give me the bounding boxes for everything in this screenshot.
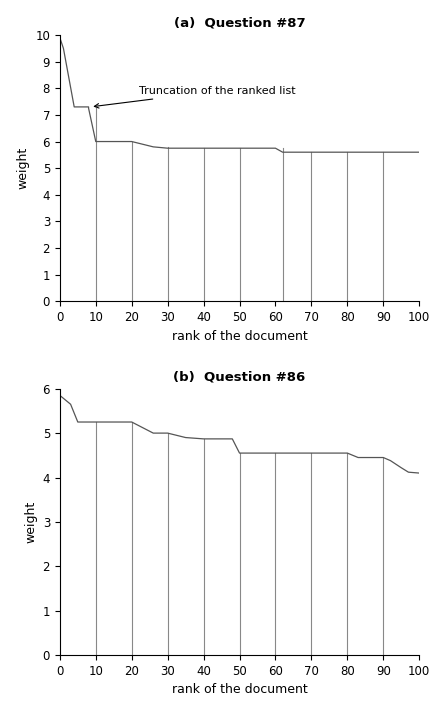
Y-axis label: weight: weight [17,147,30,189]
X-axis label: rank of the document: rank of the document [172,683,308,697]
Title: (b)  Question #86: (b) Question #86 [173,370,306,384]
Y-axis label: weight: weight [24,501,37,543]
Text: Truncation of the ranked list: Truncation of the ranked list [94,86,295,108]
X-axis label: rank of the document: rank of the document [172,329,308,343]
Title: (a)  Question #87: (a) Question #87 [174,16,305,30]
